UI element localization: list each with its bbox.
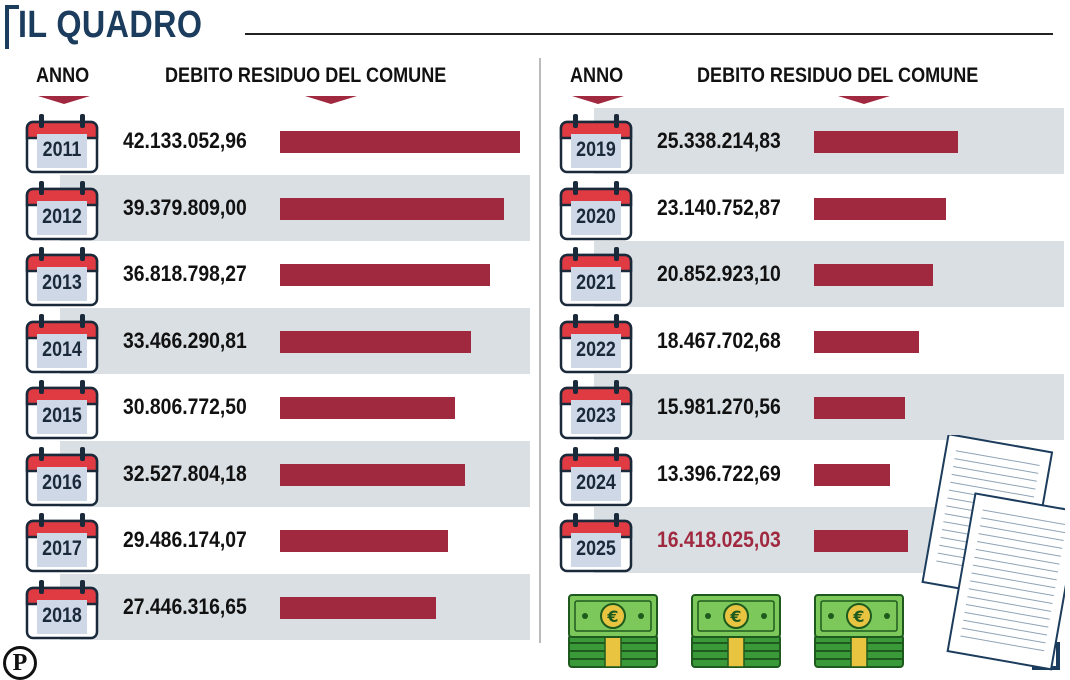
calendar-icon: 2012 bbox=[25, 179, 99, 241]
year-header-right: ANNO bbox=[570, 64, 624, 87]
calendar-icon: 2024 bbox=[559, 445, 633, 507]
money-stack-icon: € bbox=[690, 593, 782, 669]
bar-2021 bbox=[814, 264, 933, 286]
data-label: 25.338.214,83 bbox=[657, 128, 781, 153]
page-title: IL QUADRO bbox=[18, 4, 203, 46]
debt-header-right: DEBITO RESIDUO DEL COMUNE bbox=[697, 64, 979, 87]
svg-text:€: € bbox=[852, 607, 864, 626]
bar-2012 bbox=[280, 197, 504, 220]
bar-2018 bbox=[280, 596, 436, 619]
data-label: 18.467.702,68 bbox=[657, 327, 781, 353]
year-label: 2025 bbox=[576, 537, 616, 560]
data-label: 30.806.772,50 bbox=[123, 394, 247, 419]
bar-2013 bbox=[280, 264, 490, 286]
bar-2023 bbox=[814, 397, 905, 419]
year-header-right-arrow bbox=[572, 96, 624, 104]
data-label: 27.446.316,65 bbox=[123, 593, 247, 619]
data-label: 36.818.798,27 bbox=[123, 261, 247, 286]
calendar-icon: 2013 bbox=[25, 245, 99, 307]
calendar-icon: 2023 bbox=[559, 378, 633, 440]
bar-2011 bbox=[280, 131, 520, 153]
calendar-icon: 2011 bbox=[25, 112, 99, 174]
data-label: 33.466.290,81 bbox=[123, 327, 247, 353]
year-label: 2022 bbox=[576, 337, 616, 361]
data-label: 16.418.025,03 bbox=[657, 527, 781, 552]
year-label: 2021 bbox=[576, 271, 616, 294]
year-label: 2017 bbox=[42, 537, 82, 560]
bar-2015 bbox=[280, 397, 455, 419]
data-label: 42.133.052,96 bbox=[123, 128, 247, 153]
svg-text:€: € bbox=[729, 607, 741, 626]
calendar-icon: 2022 bbox=[559, 312, 633, 374]
data-label: 13.396.722,69 bbox=[657, 460, 781, 486]
logo-icon: P bbox=[3, 646, 37, 680]
calendar-icon: 2016 bbox=[25, 445, 99, 507]
data-label: 39.379.809,00 bbox=[123, 194, 247, 220]
calendar-icon: 2018 bbox=[25, 578, 99, 640]
year-header-left: ANNO bbox=[36, 64, 90, 87]
money-stack-icon: € bbox=[567, 593, 659, 669]
title-rule bbox=[245, 33, 1053, 35]
documents-icon bbox=[915, 433, 1070, 675]
calendar-icon: 2015 bbox=[25, 378, 99, 440]
data-label: 15.981.270,56 bbox=[657, 394, 781, 419]
data-label: 32.527.804,18 bbox=[123, 460, 247, 486]
svg-text:€: € bbox=[606, 607, 618, 626]
year-label: 2011 bbox=[42, 138, 82, 161]
bar-2017 bbox=[280, 530, 448, 552]
year-label: 2019 bbox=[576, 138, 616, 161]
year-label: 2013 bbox=[42, 271, 82, 294]
frame-corner-top-left bbox=[5, 5, 19, 49]
debt-header-left: DEBITO RESIDUO DEL COMUNE bbox=[165, 64, 447, 87]
debt-header-right-arrow bbox=[838, 96, 890, 104]
calendar-icon: 2017 bbox=[25, 511, 99, 573]
data-label: 29.486.174,07 bbox=[123, 527, 247, 552]
year-label: 2024 bbox=[576, 470, 616, 494]
bar-2024 bbox=[814, 463, 890, 486]
bar-2019 bbox=[814, 131, 958, 153]
money-stack-icon: € bbox=[813, 593, 905, 669]
year-label: 2018 bbox=[42, 603, 82, 627]
bar-2022 bbox=[814, 330, 919, 353]
calendar-icon: 2020 bbox=[559, 179, 633, 241]
year-label: 2015 bbox=[42, 404, 82, 427]
debt-header-left-arrow bbox=[305, 96, 357, 104]
year-label: 2020 bbox=[576, 204, 616, 228]
bar-2025 bbox=[814, 530, 908, 552]
bar-2020 bbox=[814, 197, 946, 220]
year-header-left-arrow bbox=[38, 96, 90, 104]
calendar-icon: 2021 bbox=[559, 245, 633, 307]
data-label: 20.852.923,10 bbox=[657, 261, 781, 286]
bar-2014 bbox=[280, 330, 471, 353]
column-divider bbox=[539, 58, 541, 643]
calendar-icon: 2019 bbox=[559, 112, 633, 174]
year-label: 2023 bbox=[576, 404, 616, 427]
bar-2016 bbox=[280, 463, 465, 486]
calendar-icon: 2025 bbox=[559, 511, 633, 573]
year-label: 2016 bbox=[42, 470, 82, 494]
data-label: 23.140.752,87 bbox=[657, 194, 781, 220]
year-label: 2012 bbox=[42, 204, 82, 228]
year-label: 2014 bbox=[42, 337, 82, 361]
calendar-icon: 2014 bbox=[25, 312, 99, 374]
